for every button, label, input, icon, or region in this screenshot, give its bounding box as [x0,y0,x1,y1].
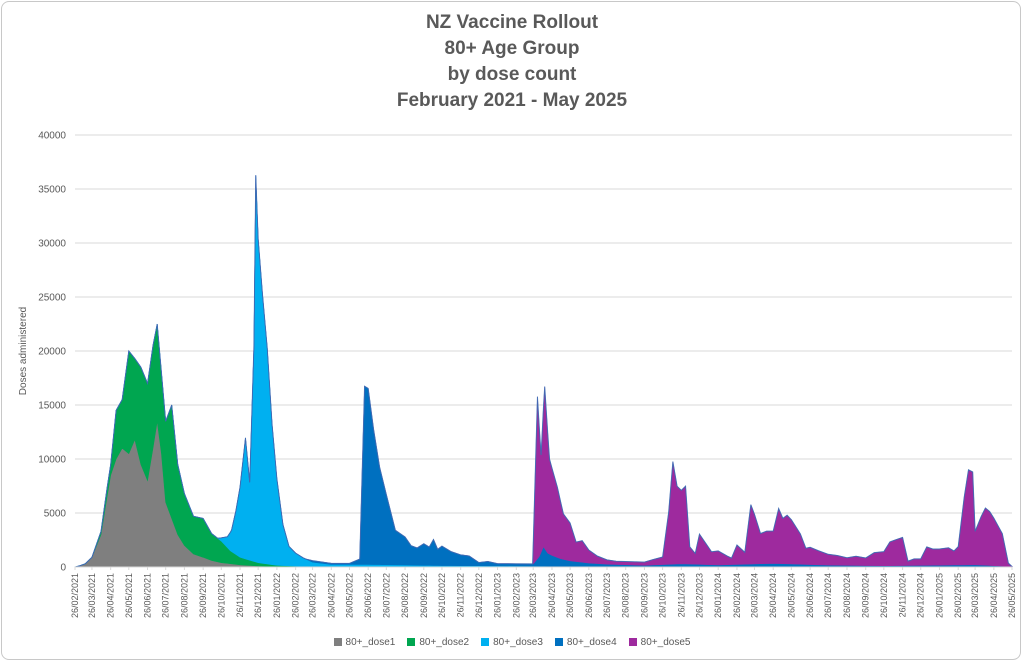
area-layer [74,175,1013,568]
legend-swatch [481,638,490,646]
chart-title: NZ Vaccine Rollout 80+ Age Group by dose… [0,10,1024,114]
x-tick-label: 26/09/2023 [639,573,649,618]
x-tick-label: 26/11/2022 [456,573,466,617]
x-tick-label: 26/05/2023 [565,573,575,618]
legend-item-80+_dose2: 80+_dose2 [407,637,469,648]
x-tick-label: 26/07/2023 [602,573,612,618]
x-tick-label: 26/11/2024 [898,573,908,617]
x-tick-label: 26/05/2022 [344,573,354,618]
chart-legend: 80+_dose1 80+_dose2 80+_dose3 80+_dose4 80+_… [0,637,1024,648]
x-tick-label: 26/02/2024 [732,573,742,618]
x-tick-label: 26/04/2022 [326,573,336,618]
x-tick-label: 26/10/2021 [216,573,226,618]
x-tick-label: 26/05/2025 [1007,573,1017,618]
x-tick-label: 26/03/2023 [528,573,538,618]
legend-item-80+_dose1: 80+_dose1 [333,637,396,648]
x-tick-label: 26/10/2024 [879,573,889,618]
x-tick-label: 26/04/2023 [547,573,557,618]
legend-swatch [628,638,637,646]
legend-label: 80+_dose1 [345,637,396,648]
x-tick-label: 26/10/2023 [658,573,668,618]
x-tick-label: 26/07/2024 [823,573,833,618]
x-tick-label: 26/12/2021 [253,573,263,618]
x-tick-label: 26/02/2025 [953,573,963,618]
x-tick-label: 26/06/2024 [805,573,815,618]
x-tick-label: 26/03/2022 [308,573,318,618]
x-tick-label: 26/01/2023 [493,573,503,618]
x-tick-label: 26/08/2022 [400,573,410,618]
x-tick-label: 26/06/2021 [143,573,153,618]
x-tick-label: 26/08/2021 [179,573,189,618]
chart-title-line-2: 80+ Age Group [444,38,580,59]
x-tick-label: 26/04/2025 [989,573,999,618]
x-tick-label: 26/10/2022 [437,573,447,618]
x-tick-label: 26/03/2024 [749,573,759,618]
x-tick-label: 26/08/2023 [621,573,631,618]
x-tick-label: 26/09/2024 [861,573,871,618]
legend-label: 80+_dose2 [419,637,470,648]
x-tick-label: 26/01/2025 [934,573,944,618]
x-tick-label: 26/12/2024 [916,573,926,618]
chart-title-line-1: NZ Vaccine Rollout [425,12,599,33]
x-tick-label: 26/02/2022 [291,573,301,618]
y-axis-title: Doses administered [18,307,29,395]
y-tick-label: 25000 [38,293,66,304]
y-tick-label: 40000 [38,131,66,142]
area-series-80+_dose5 [74,175,1013,568]
legend-swatch [407,638,416,646]
x-tick-label: 26/11/2023 [676,573,686,617]
x-tick-label: 26/08/2024 [842,573,852,618]
x-tick-label: 26/09/2021 [198,573,208,618]
x-tick-label: 26/04/2024 [768,573,778,618]
x-tick-label: 26/02/2021 [70,573,80,618]
y-tick-label: 10000 [38,455,66,466]
y-tick-label: 35000 [38,185,66,196]
x-tick-label: 26/07/2021 [161,573,171,618]
x-tick-label: 26/09/2022 [419,573,429,618]
x-tick-label: 26/03/2025 [970,573,980,618]
x-tick-label: 26/04/2021 [106,573,116,618]
x-tick-label: 26/07/2022 [381,573,391,618]
y-tick-label: 30000 [38,239,66,250]
legend-item-80+_dose4: 80+_dose4 [554,637,617,648]
x-tick-label: 26/05/2024 [786,573,796,618]
chart-title-line-3: by dose count [447,64,577,85]
x-tick-label: 26/06/2022 [363,573,373,618]
x-tick-label: 26/06/2023 [584,573,594,618]
stack-outline [74,175,1013,568]
y-tick-label: 0 [60,563,66,574]
legend-label: 80+_dose5 [640,637,691,648]
x-tick-label: 26/12/2022 [474,573,484,618]
y-tick-label: 15000 [38,401,66,412]
axis-layer: 0 5000 10000 15000 20000 25000 30000 35000 40000… [38,131,1017,619]
x-tick-label: 26/01/2024 [713,573,723,618]
x-tick-label: 26/01/2022 [272,573,282,618]
x-tick-label: 26/11/2021 [235,573,245,617]
legend-item-80+_dose3: 80+_dose3 [481,637,543,648]
legend-label: 80+_dose4 [566,637,617,648]
x-tick-label: 26/02/2023 [511,573,521,618]
x-tick-label: 26/12/2023 [694,573,704,618]
legend-swatch [333,638,342,646]
legend-label: 80+_dose3 [493,637,543,648]
legend-item-80+_dose5: 80+_dose5 [628,637,691,648]
x-tick-label: 26/03/2021 [87,573,97,618]
y-tick-label: 20000 [38,347,66,358]
y-tick-label: 5000 [44,509,67,520]
chart-title-line-4: February 2021 - May 2025 [396,90,628,111]
x-tick-label: 26/05/2021 [124,573,134,618]
legend-swatch [554,638,563,646]
